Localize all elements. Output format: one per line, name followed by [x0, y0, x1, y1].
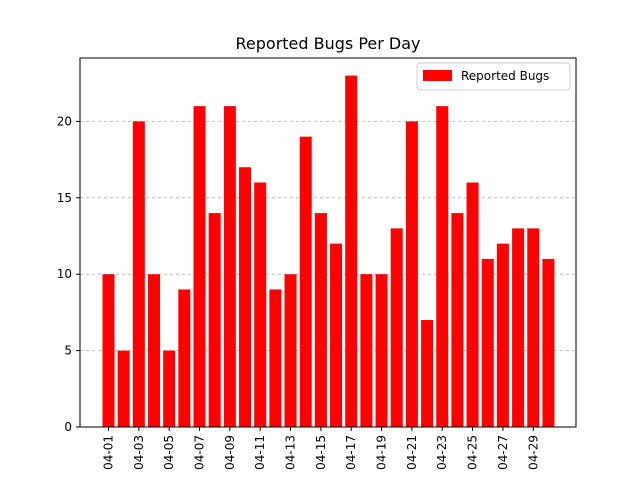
y-tick-label: 0 — [64, 420, 72, 434]
x-tick-label: 04-03 — [132, 435, 146, 470]
x-tick-label: 04-01 — [102, 435, 116, 470]
x-tick-label: 04-05 — [162, 435, 176, 470]
bar-04-03 — [132, 121, 145, 427]
bar-04-02 — [117, 350, 130, 427]
x-tick-label: 04-21 — [405, 435, 419, 470]
y-tick-label: 5 — [64, 344, 72, 358]
y-tick-label: 15 — [57, 191, 72, 205]
bar-04-07 — [193, 106, 206, 427]
bar-04-24 — [451, 213, 464, 427]
x-tick-label: 04-27 — [496, 435, 510, 470]
x-tick-label: 04-09 — [223, 435, 237, 470]
legend-label: Reported Bugs — [461, 69, 549, 83]
bar-04-26 — [481, 258, 494, 427]
bar-04-23 — [436, 106, 449, 427]
y-tick-label: 10 — [57, 267, 72, 281]
x-tick-label: 04-15 — [314, 435, 328, 470]
x-tick-label: 04-17 — [344, 435, 358, 470]
bar-04-27 — [496, 243, 509, 427]
x-tick-label: 04-11 — [253, 435, 267, 470]
grid-layer — [80, 121, 576, 352]
legend-box — [416, 62, 571, 91]
bar-04-13 — [284, 274, 297, 427]
x-tick-label: 04-07 — [193, 435, 207, 470]
bar-04-28 — [512, 228, 525, 427]
bar-04-17 — [345, 75, 358, 428]
chart-title: Reported Bugs Per Day — [236, 34, 421, 53]
bar-04-11 — [254, 182, 267, 427]
legend-swatch — [423, 70, 452, 81]
x-tick-label: 04-19 — [375, 435, 389, 470]
bar-04-01 — [102, 274, 115, 427]
bar-04-05 — [163, 350, 176, 427]
legend: Reported Bugs — [416, 62, 571, 91]
bar-04-15 — [314, 213, 327, 427]
bar-04-19 — [375, 274, 388, 427]
bar-04-12 — [269, 289, 282, 427]
x-tick-label: 04-23 — [435, 435, 449, 470]
bar-04-21 — [405, 121, 418, 427]
bars-layer — [102, 75, 555, 428]
plot-frame — [79, 57, 577, 428]
x-tick-label: 04-25 — [466, 435, 480, 470]
y-tick-label: 20 — [57, 114, 72, 128]
y-axis: 0 5 10 15 20 — [57, 114, 80, 434]
bar-04-08 — [208, 213, 221, 427]
bar-04-14 — [299, 136, 312, 427]
x-tick-label: 04-29 — [526, 435, 540, 470]
bar-04-30 — [542, 258, 555, 427]
bar-04-16 — [330, 243, 343, 427]
bar-04-10 — [239, 167, 252, 427]
bar-04-06 — [178, 289, 191, 427]
bar-04-25 — [466, 182, 479, 427]
x-tick-label: 04-13 — [284, 435, 298, 470]
bar-04-04 — [148, 274, 161, 427]
bar-04-22 — [421, 320, 434, 427]
bar-04-29 — [527, 228, 540, 427]
bar-04-18 — [360, 274, 373, 427]
x-axis: 04-01 04-03 04-05 04-07 04-09 04-11 04-13 04-15… — [102, 427, 540, 470]
bar-04-09 — [223, 106, 236, 427]
bar-04-20 — [390, 228, 403, 427]
